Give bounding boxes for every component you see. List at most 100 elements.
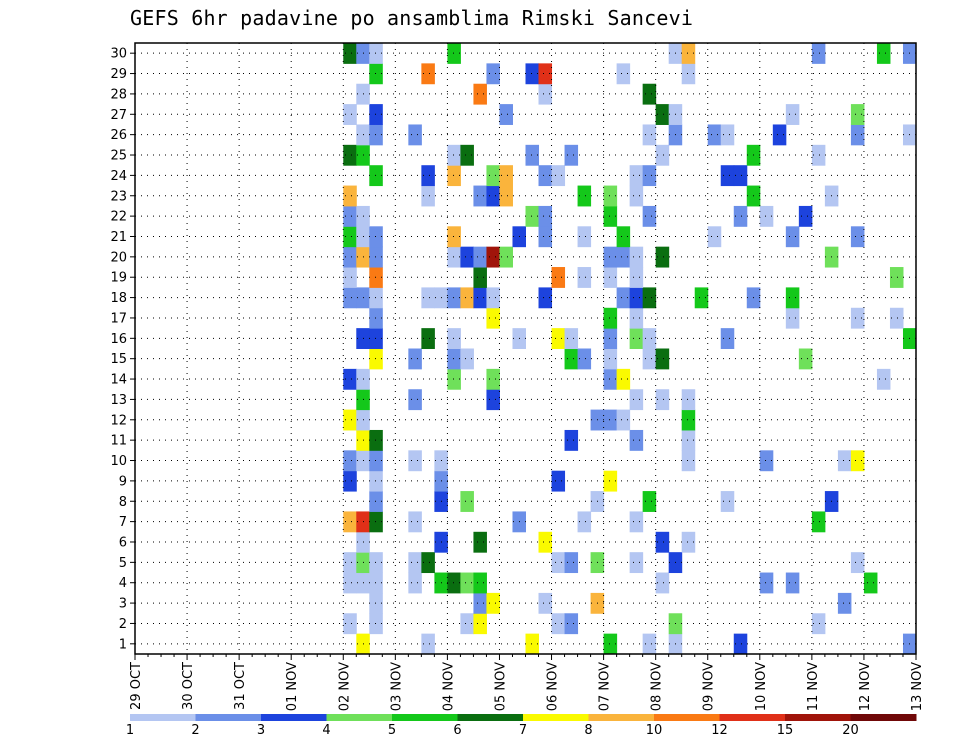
heatmap-cell — [681, 43, 696, 64]
y-tick-label: 18 — [110, 291, 127, 306]
heatmap-cell — [473, 572, 487, 594]
heatmap-cell — [369, 328, 383, 349]
heatmap-cell — [473, 246, 487, 268]
y-tick-label: 15 — [110, 352, 127, 367]
heatmap-cell — [408, 511, 422, 533]
heatmap-cell — [629, 389, 644, 411]
heatmap-cell — [538, 531, 553, 553]
y-tick-label: 26 — [110, 128, 127, 143]
y-tick-label: 1 — [119, 637, 127, 652]
heatmap-cell — [642, 287, 657, 309]
heatmap-cell — [642, 124, 657, 146]
heatmap-cell — [421, 287, 435, 309]
heatmap-cell — [499, 185, 513, 207]
heatmap-cell — [629, 185, 644, 207]
heatmap-cell — [369, 124, 383, 146]
heatmap-cell — [564, 144, 579, 166]
heatmap-cell — [655, 531, 670, 553]
heatmap-cell — [577, 267, 592, 288]
x-tick-label: 08 NOV — [650, 662, 665, 711]
y-tick-label: 8 — [119, 495, 127, 510]
heatmap-cell — [629, 429, 644, 451]
y-tick-label: 4 — [119, 576, 127, 591]
legend-color-swatch — [130, 714, 196, 721]
heatmap-cell — [655, 572, 670, 594]
heatmap-cell — [538, 592, 553, 614]
heatmap-cell — [655, 144, 670, 166]
y-tick-label: 28 — [110, 87, 127, 102]
heatmap-cell — [603, 348, 618, 370]
heatmap-cell — [629, 307, 644, 329]
heatmap-cell — [486, 592, 500, 614]
heatmap-cell — [499, 104, 513, 125]
legend-level-label: 1 — [126, 723, 134, 738]
heatmap-cell — [629, 328, 644, 349]
heatmap-cell — [850, 226, 865, 248]
heatmap-cell — [577, 348, 592, 370]
heatmap-cell — [629, 287, 644, 309]
x-tick-label: 01 NOV — [285, 662, 300, 711]
heatmap-cell — [681, 429, 696, 451]
heatmap-cell — [486, 287, 500, 309]
heatmap-cell — [642, 491, 657, 512]
heatmap-cell — [447, 43, 461, 64]
legend-level-label: 6 — [453, 723, 461, 738]
heatmap-cell — [564, 613, 579, 635]
heatmap-cell — [369, 63, 383, 85]
heatmap-cell — [603, 633, 618, 655]
heatmap-cell — [369, 348, 383, 370]
heatmap-cell — [486, 246, 500, 268]
heatmap-cell — [486, 368, 500, 390]
heatmap-cell — [759, 450, 774, 472]
y-tick-label: 14 — [110, 373, 127, 388]
heatmap-cell — [447, 348, 461, 370]
x-tick-label: 12 NOV — [858, 662, 873, 711]
heatmap-cell — [655, 104, 670, 125]
heatmap-cell — [577, 511, 592, 533]
heatmap-cell — [421, 552, 435, 574]
heatmap-cell — [733, 205, 748, 227]
heatmap-cell — [408, 572, 422, 594]
heatmap-cell — [850, 307, 865, 329]
heatmap-cell — [811, 144, 826, 166]
legend-color-swatch — [326, 714, 393, 721]
legend-color-swatch — [457, 714, 524, 721]
heatmap-cell — [733, 633, 748, 655]
heatmap-cell — [551, 165, 566, 187]
heatmap-cell — [811, 43, 826, 64]
x-tick-label: 09 NOV — [702, 662, 717, 711]
legend-color-swatch — [719, 714, 786, 721]
heatmap-cell — [486, 389, 500, 411]
heatmap-cell — [525, 63, 540, 85]
heatmap-cell — [629, 511, 644, 533]
heatmap-cell — [707, 226, 722, 248]
heatmap-cell — [447, 328, 461, 349]
heatmap-cell — [837, 592, 852, 614]
heatmap-cell — [564, 429, 579, 451]
heatmap-cell — [811, 613, 826, 635]
heatmap-cell — [447, 144, 461, 166]
heatmap-cell — [343, 104, 357, 125]
heatmap-cell — [603, 307, 618, 329]
heatmap-cell — [408, 348, 422, 370]
legend-level-label: 7 — [519, 723, 527, 738]
heatmap-cell — [577, 226, 592, 248]
heatmap-cell — [707, 124, 722, 146]
y-tick-label: 5 — [119, 556, 127, 571]
heatmap-cell — [369, 470, 383, 492]
heatmap-cell — [759, 572, 774, 594]
heatmap-cell — [642, 633, 657, 655]
heatmap-cell — [603, 246, 618, 268]
heatmap-cell — [564, 348, 579, 370]
heatmap-cell — [616, 368, 631, 390]
heatmap-cell — [343, 511, 357, 533]
heatmap-cell — [369, 165, 383, 187]
legend-color-swatch — [261, 714, 327, 721]
heatmap-cell — [642, 328, 657, 349]
heatmap-cell — [603, 185, 618, 207]
heatmap-cell — [733, 165, 748, 187]
heatmap-cell — [460, 246, 474, 268]
heatmap-cell — [343, 450, 357, 472]
heatmap-cell — [525, 144, 540, 166]
legend-level-label: 5 — [388, 723, 396, 738]
